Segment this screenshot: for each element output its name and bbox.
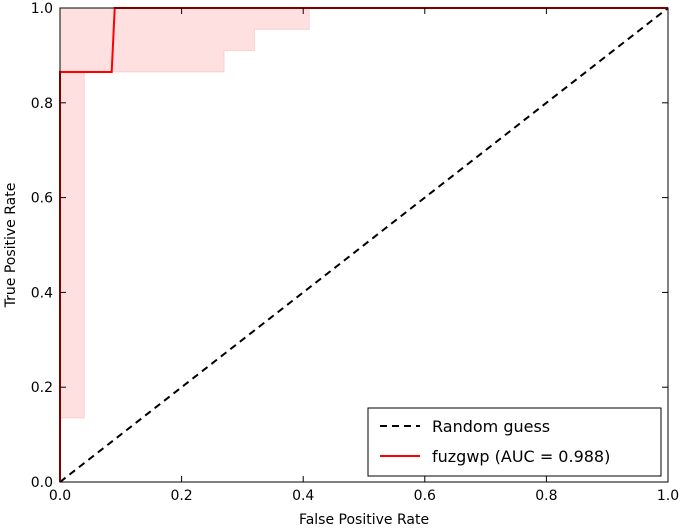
x-tick-label: 1.0: [657, 488, 679, 504]
legend-label-fuzgwp: fuzgwp (AUC = 0.988): [432, 447, 610, 466]
legend-label-random-guess: Random guess: [432, 417, 550, 436]
y-tick-label: 0.6: [31, 191, 53, 207]
x-tick-label: 0.8: [535, 488, 557, 504]
y-tick-label: 0.2: [31, 380, 53, 396]
legend: Random guess fuzgwp (AUC = 0.988): [367, 407, 662, 477]
confidence-band-layer: [59, 7, 668, 419]
series-line-random-guess: [59, 7, 669, 483]
x-axis-label: False Positive Rate: [299, 512, 429, 528]
x-tick-label: 0.6: [414, 488, 436, 504]
y-tick-label: 1.0: [31, 1, 53, 17]
plot-frame: [59, 7, 669, 483]
x-tick-label: 0.4: [292, 488, 314, 504]
y-axis-label: True Positive Rate: [3, 183, 19, 309]
y-tick-label: 0.8: [31, 96, 53, 112]
tick-layer: 0.0 0.2 0.4 0.6 0.8 1.0 0.0 0.2 0.4 0.6 0.8 1.0: [31, 1, 679, 504]
y-tick-label: 0.4: [31, 285, 53, 301]
confidence-band: [59, 7, 668, 419]
y-tick-label: 0.0: [31, 475, 53, 491]
x-tick-label: 0.2: [170, 488, 192, 504]
legend-box: [367, 407, 662, 477]
x-tick-label: 0.0: [49, 488, 71, 504]
